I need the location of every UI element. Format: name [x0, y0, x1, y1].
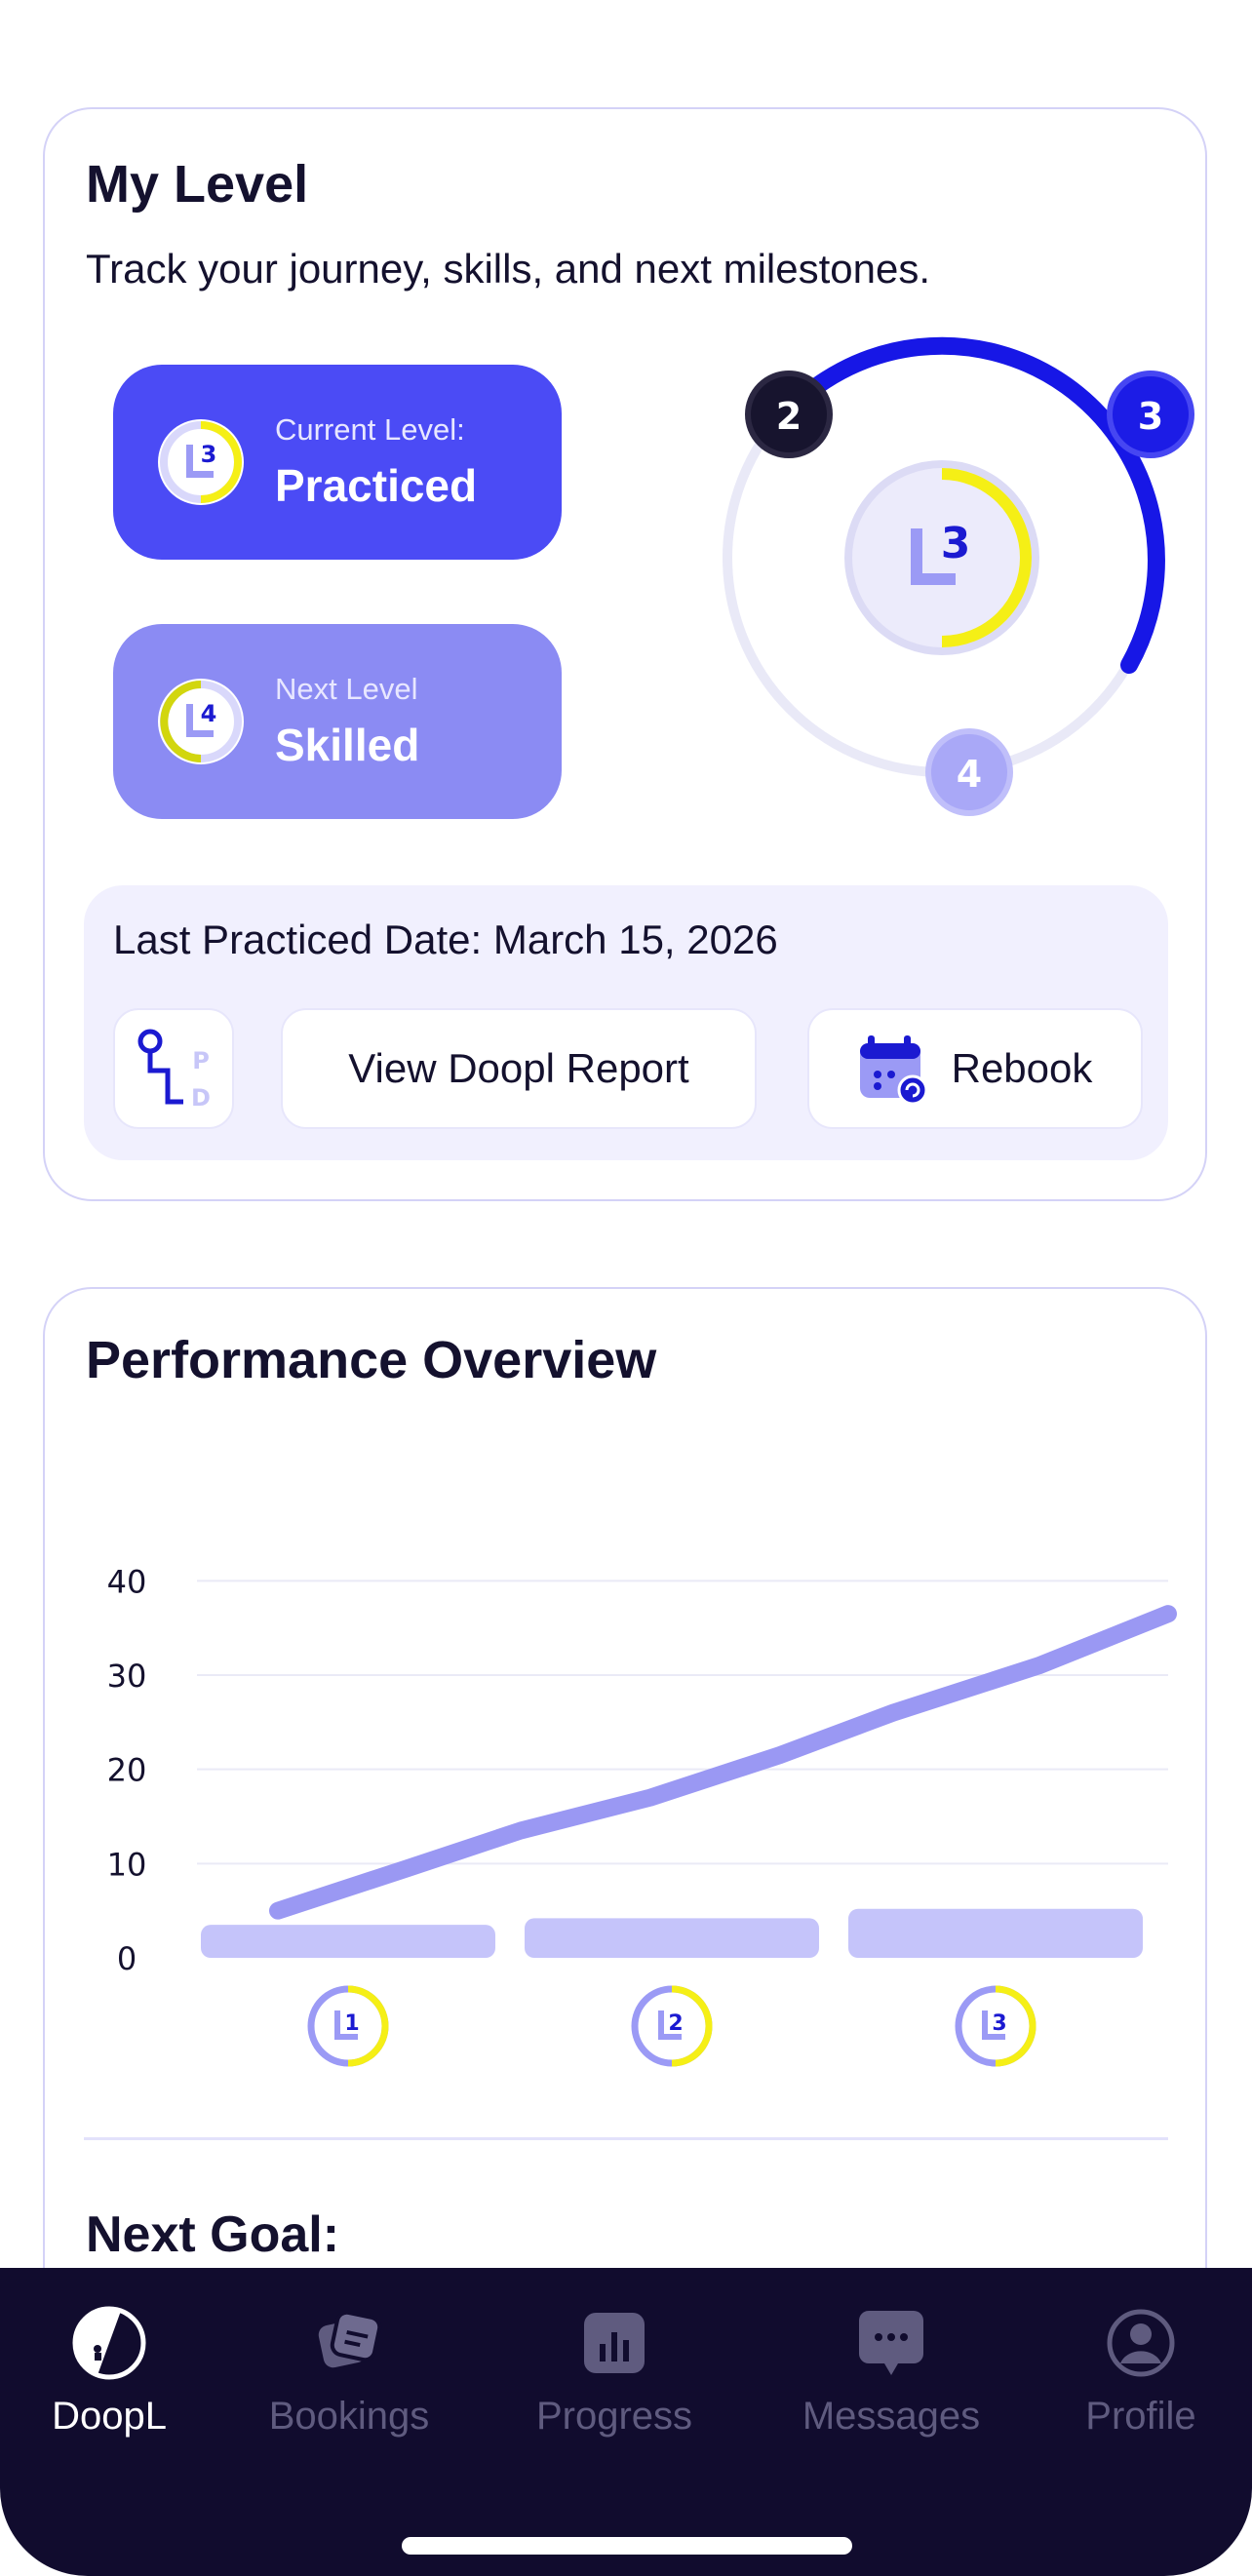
x-tick-badge-l2: 2 [631, 1985, 713, 2067]
rebook-button[interactable]: Rebook [807, 1008, 1143, 1129]
y-tick-label-20: 20 [107, 1752, 147, 1789]
y-tick-label-30: 30 [107, 1658, 147, 1695]
view-doopl-report-label: View Doopl Report [348, 1045, 689, 1091]
tab-messages[interactable]: Messages [774, 2305, 1008, 2439]
performance-title: Performance Overview [86, 1331, 657, 1389]
my-level-title: My Level [86, 155, 309, 214]
view-doopl-report-button[interactable]: View Doopl Report [281, 1008, 757, 1129]
y-tick-label-40: 40 [107, 1563, 147, 1600]
bar-l1 [201, 1925, 495, 1958]
x-tick-label-l1: 1 [344, 2011, 359, 2036]
my-level-subtitle: Track your journey, skills, and next mil… [86, 246, 931, 292]
x-tick-badge-l1: 1 [307, 1985, 389, 2067]
level-ring-progress [773, 336, 1165, 674]
next-level-pill[interactable]: 4 Next Level Skilled [113, 624, 562, 819]
path-icon: P D [137, 1029, 211, 1112]
tab-doopl-label: DoopL [52, 2395, 167, 2438]
section-divider [84, 2137, 1168, 2140]
calendar-rebook-icon [859, 1035, 928, 1106]
my-level-card: My Level Track your journey, skills, and… [43, 107, 1207, 1201]
svg-text:4: 4 [957, 753, 982, 796]
pd-letter-d: D [191, 1084, 211, 1112]
next-badge-number: 4 [201, 700, 217, 727]
bookings-icon [318, 2310, 382, 2368]
last-practiced-date: Last Practiced Date: March 15, 2026 [113, 917, 778, 962]
tab-doopl[interactable]: DoopL [0, 2305, 226, 2439]
tab-progress[interactable]: Progress [497, 2305, 731, 2439]
y-tick-label-0: 0 [117, 1940, 137, 1977]
doopl-logo-icon [72, 2306, 146, 2380]
current-badge-number: 3 [201, 441, 217, 468]
level-ring-center-number: 3 [941, 519, 971, 568]
tab-progress-label: Progress [535, 2395, 693, 2438]
pd-path-button[interactable]: P D [113, 1008, 234, 1129]
level-node-2[interactable]: 2 [745, 371, 833, 458]
level-progress-ring: 3 2 3 4 [723, 336, 1194, 816]
current-level-label: Current Level: [275, 412, 465, 447]
x-tick-label-l2: 2 [668, 2011, 683, 2036]
current-level-pill[interactable]: 3 Current Level: Practiced [113, 365, 562, 560]
tab-bookings-label: Bookings [268, 2395, 430, 2438]
level-node-3[interactable]: 3 [1107, 371, 1194, 458]
svg-text:3: 3 [1138, 395, 1163, 438]
pd-letter-p: P [192, 1047, 210, 1074]
next-level-badge-icon: 4 [158, 679, 244, 764]
tab-bookings[interactable]: Bookings [232, 2305, 466, 2439]
tab-profile-label: Profile [1085, 2395, 1196, 2438]
home-indicator [402, 2537, 852, 2555]
level-ring-center [844, 460, 1039, 655]
chat-bubble-icon [859, 2311, 923, 2375]
profile-icon [1107, 2309, 1175, 2377]
bar-l2 [525, 1918, 819, 1958]
next-level-value: Skilled [275, 720, 420, 770]
current-level-value: Practiced [275, 460, 478, 511]
level-node-4[interactable]: 4 [925, 728, 1013, 816]
next-goal-heading: Next Goal: [86, 2206, 340, 2263]
performance-chart: 0 10 20 30 40 1 2 3 [107, 1563, 1177, 2067]
last-practiced-panel: Last Practiced Date: March 15, 2026 P D … [84, 885, 1168, 1160]
bottom-tab-bar: DoopL Bookings Progress [0, 2268, 1252, 2576]
bar-chart-icon [584, 2313, 645, 2373]
next-level-label: Next Level [275, 672, 418, 706]
bar-l3 [848, 1908, 1143, 1958]
x-tick-label-l3: 3 [992, 2011, 1006, 2036]
current-level-badge-icon: 3 [158, 419, 244, 505]
y-tick-label-10: 10 [107, 1846, 147, 1883]
x-tick-badge-l3: 3 [955, 1985, 1037, 2067]
tab-profile[interactable]: Profile [1024, 2305, 1252, 2439]
rebook-label: Rebook [951, 1045, 1093, 1091]
svg-text:2: 2 [776, 395, 802, 438]
performance-line [269, 1605, 1177, 1920]
level-l-mark-icon [911, 528, 922, 585]
tab-messages-label: Messages [802, 2395, 981, 2438]
